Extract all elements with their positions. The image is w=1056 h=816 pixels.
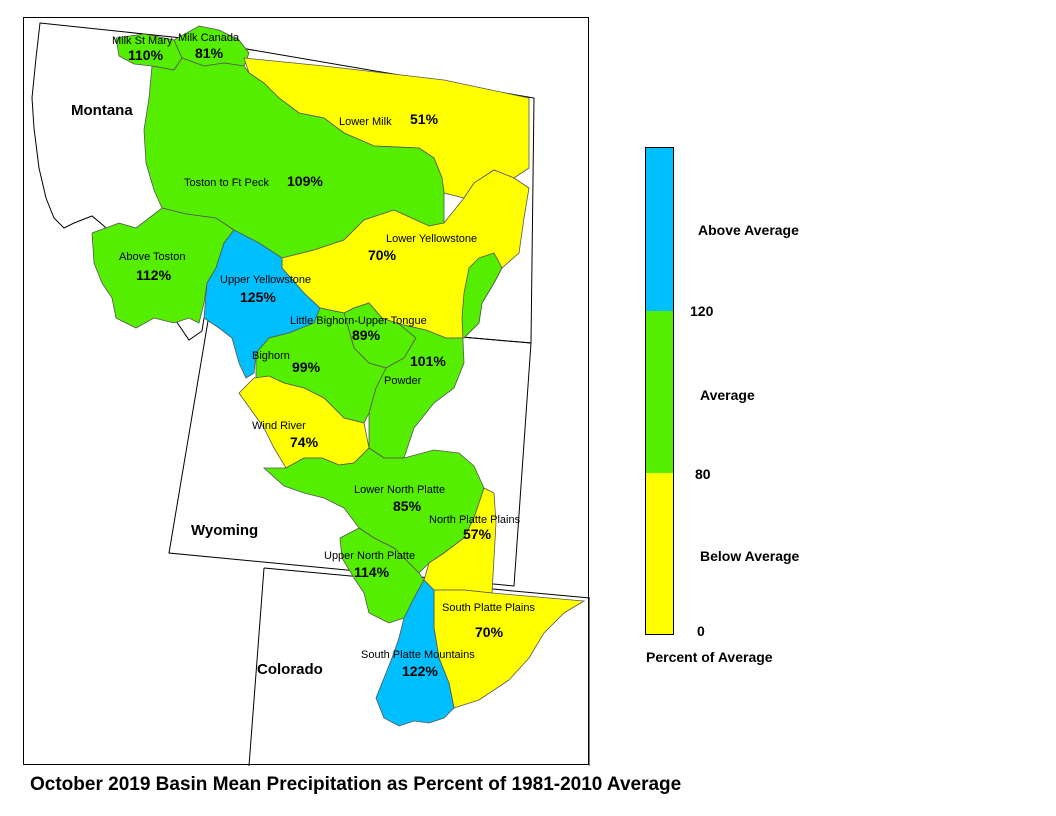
basin-name-wind-river: Wind River	[252, 420, 306, 432]
state-label-montana: Montana	[71, 102, 133, 119]
basin-pct-milk-st-mary: 110%	[128, 47, 164, 63]
basin-name-lower-milk: Lower Milk	[339, 116, 392, 128]
basin-pct-upper-yellowstone: 125%	[240, 289, 276, 305]
basin-pct-above-toston: 112%	[136, 267, 172, 283]
basin-name-toston-ft-peck: Toston to Ft Peck	[184, 177, 269, 189]
basin-name-south-platte-mountains: South Platte Mountains	[361, 649, 475, 661]
legend-break-80: 80	[695, 466, 711, 482]
legend-swatch-below	[646, 473, 673, 634]
basin-name-powder: Powder	[384, 375, 422, 387]
map-title: October 2019 Basin Mean Precipitation as…	[30, 774, 682, 795]
basin-name-milk-st-mary: Milk St Mary	[112, 35, 173, 47]
basin-pct-bighorn: 99%	[292, 359, 321, 375]
basin-name-upper-north-platte: Upper North Platte	[324, 550, 415, 562]
legend-caption: Percent of Average	[646, 649, 773, 665]
basin-pct-lower-north-platte: 85%	[393, 498, 422, 514]
basin-name-labels: Milk St Mary Milk Canada Lower Milk Tost…	[112, 32, 535, 661]
state-label-colorado: Colorado	[257, 661, 323, 678]
state-label-wyoming: Wyoming	[191, 522, 258, 539]
legend-break-0: 0	[697, 623, 705, 639]
legend-label-average: Average	[700, 387, 755, 403]
map-frame: Montana Wyoming Colorado Milk St Mary Mi…	[23, 17, 590, 766]
basin-name-lower-north-platte: Lower North Platte	[354, 484, 445, 496]
legend-label-above: Above Average	[698, 222, 799, 238]
basin-pct-lower-yellowstone: 70%	[368, 247, 397, 263]
legend-swatch-above	[646, 148, 673, 311]
basins	[91, 25, 586, 727]
basin-pct-powder: 101%	[410, 353, 446, 369]
basin-pct-south-platte-mountains: 122%	[402, 663, 438, 679]
basin-pct-milk-canada: 81%	[195, 45, 224, 61]
basin-pct-wind-river: 74%	[290, 434, 319, 450]
basin-pct-lower-milk: 51%	[410, 111, 439, 127]
legend-label-below: Below Average	[700, 548, 800, 564]
basin-south-platte-mountains[interactable]	[375, 579, 455, 727]
legend-break-120: 120	[690, 303, 714, 319]
basin-name-milk-canada: Milk Canada	[178, 32, 240, 44]
basin-name-little-bighorn: Little Bighorn-Upper Tongue	[290, 315, 427, 327]
basin-pct-south-platte-plains: 70%	[475, 624, 504, 640]
basin-name-bighorn: Bighorn	[252, 350, 290, 362]
basin-name-above-toston: Above Toston	[119, 251, 185, 263]
legend-color-bar	[645, 147, 674, 635]
basin-pct-north-platte-plains: 57%	[463, 526, 492, 542]
basin-name-upper-yellowstone: Upper Yellowstone	[220, 274, 311, 286]
legend-swatch-average	[646, 311, 673, 473]
basin-name-south-platte-plains: South Platte Plains	[442, 602, 535, 614]
basin-pct-upper-north-platte: 114%	[354, 564, 390, 580]
basin-name-lower-yellowstone: Lower Yellowstone	[386, 233, 477, 245]
basin-above-toston[interactable]	[91, 207, 235, 329]
basin-pct-little-bighorn: 89%	[352, 327, 381, 343]
basin-percent-labels: 110% 81% 51% 109% 70% 112% 125% 89% 101%…	[128, 45, 504, 679]
basin-pct-toston-ft-peck: 109%	[287, 173, 323, 189]
basin-name-north-platte-plains: North Platte Plains	[429, 514, 521, 526]
basin-map: Montana Wyoming Colorado Milk St Mary Mi…	[31, 22, 590, 766]
